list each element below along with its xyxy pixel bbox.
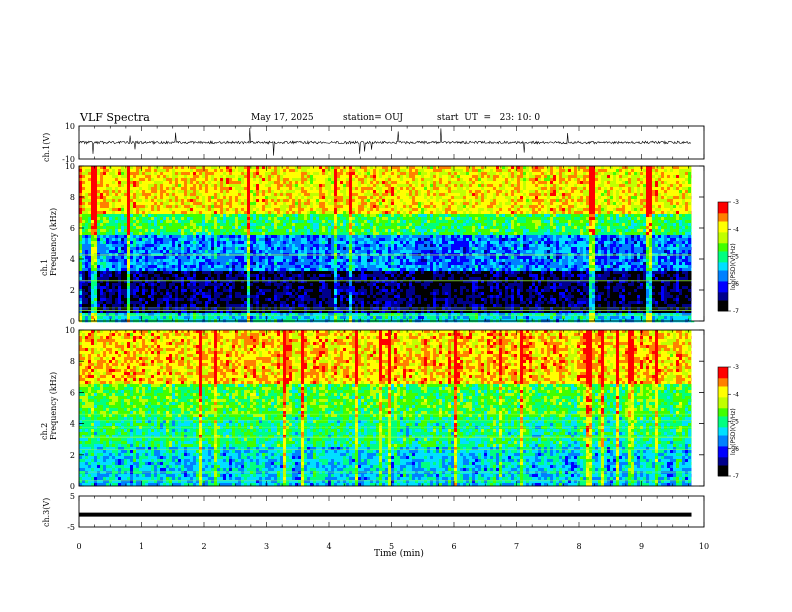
ch2-ylabel-text: ch.2 Frequency (kHz) xyxy=(40,372,58,440)
s1-colorbar-tick: -6 xyxy=(733,281,739,288)
s1-ytick-label: 10 xyxy=(65,162,75,171)
s1-ytick-label: 2 xyxy=(70,286,75,295)
ch3-waveform-ytick-label: -5 xyxy=(67,523,75,532)
s1-colorbar-tick: -4 xyxy=(733,226,739,233)
x-tick-label: 10 xyxy=(699,542,709,551)
start-time-label: start UT = 23: 10: 0 xyxy=(437,113,540,123)
ch3-waveform-ytick-label: 5 xyxy=(70,492,75,501)
station-label: station= OUJ xyxy=(343,113,403,123)
date-label: May 17, 2025 xyxy=(251,113,314,123)
s1-colorbar-tick: -3 xyxy=(733,199,739,206)
s2-ytick-label: 4 xyxy=(70,420,75,429)
x-tick-label: 1 xyxy=(139,542,144,551)
ch1-waveform-ytick-label: 10 xyxy=(65,122,75,131)
s2-ytick-label: 10 xyxy=(65,326,75,335)
chart-title: VLF Spectra xyxy=(80,111,150,124)
s2-spectrogram-image xyxy=(79,330,704,487)
s2-ytick-label: 0 xyxy=(70,482,75,491)
x-tick-label: 6 xyxy=(451,542,456,551)
s1-spectrogram-image xyxy=(79,166,704,323)
ch1-waveform-line xyxy=(78,127,692,156)
x-tick-label: 0 xyxy=(76,542,81,551)
x-tick-label: 9 xyxy=(639,542,644,551)
s2-colorbar: -3 -4 -5 -6 -7 xyxy=(717,364,739,480)
s2-ytick-label: 8 xyxy=(70,357,75,366)
x-tick-label: 5 xyxy=(389,542,394,551)
ch1-ylabel-text: ch.1 Frequency (kHz) xyxy=(40,208,58,276)
s1-ytick-label: 6 xyxy=(70,224,75,233)
x-tick-label: 7 xyxy=(514,542,519,551)
s1-colorbar-tick: -7 xyxy=(733,308,739,315)
s1-ytick-label: 8 xyxy=(70,193,75,202)
ch3-waveform-ylabel: ch.3(V) xyxy=(42,498,51,527)
s2-ytick-label: 2 xyxy=(70,451,75,460)
s1-colorbar: -3 -4 -5 -6 -7 xyxy=(717,199,739,315)
colorbar2-label: log(PSD)(V²/Hz) xyxy=(730,408,737,455)
x-tick-label: 3 xyxy=(264,542,269,551)
s1-ytick-label: 0 xyxy=(70,317,75,326)
x-tick-label: 2 xyxy=(201,542,206,551)
s1-ytick-label: 4 xyxy=(70,255,75,264)
s2-ytick-label: 6 xyxy=(70,388,75,397)
colorbar1-label: log(PSD)(V²/Hz) xyxy=(730,243,737,290)
ch1-spectrogram-ylabel: ch.1 Frequency (kHz) xyxy=(40,208,58,276)
s2-colorbar-tick: -4 xyxy=(733,391,739,398)
s1-colorbar-tick: -5 xyxy=(733,254,739,261)
x-tick-label: 8 xyxy=(576,542,581,551)
s2-colorbar-tick: -6 xyxy=(733,446,739,453)
ch1-waveform-ytick-label: -10 xyxy=(62,155,75,164)
ch1-waveform-ylabel: ch.1(V) xyxy=(42,133,51,162)
s2-colorbar-tick: -5 xyxy=(733,419,739,426)
x-axis-label: Time (min) xyxy=(374,549,424,559)
s2-colorbar-tick: -3 xyxy=(733,364,739,371)
ch2-spectrogram-ylabel: ch.2 Frequency (kHz) xyxy=(40,372,58,440)
x-tick-label: 4 xyxy=(326,542,331,551)
s2-colorbar-tick: -7 xyxy=(733,473,739,480)
